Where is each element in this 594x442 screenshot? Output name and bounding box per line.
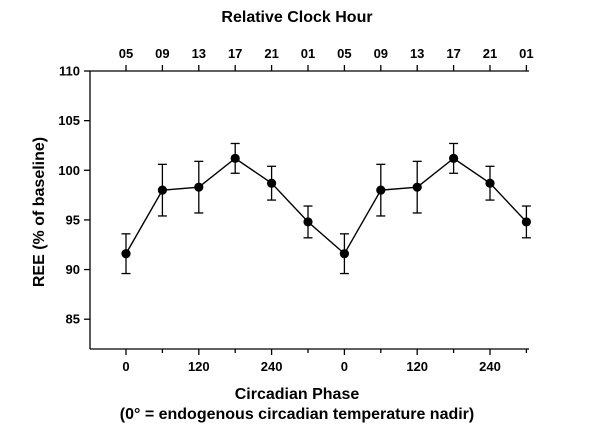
data-point — [121, 249, 131, 259]
x-tick-label: 120 — [188, 359, 210, 374]
data-point — [230, 153, 240, 163]
top-tick-label: 05 — [337, 46, 351, 61]
top-tick-label: 21 — [264, 46, 278, 61]
data-point — [449, 153, 459, 163]
top-tick-label: 13 — [410, 46, 424, 61]
top-tick-label: 13 — [192, 46, 206, 61]
top-axis-title: Relative Clock Hour — [221, 9, 373, 26]
y-tick-label: 85 — [66, 312, 80, 327]
x-tick-label: 120 — [406, 359, 428, 374]
data-point — [267, 178, 277, 188]
top-tick-label: 09 — [374, 46, 388, 61]
data-point — [303, 217, 313, 227]
data-point — [194, 182, 204, 192]
y-tick-label: 110 — [59, 64, 80, 79]
data-point — [157, 185, 167, 195]
top-tick-label: 09 — [155, 46, 169, 61]
y-tick-label: 105 — [58, 113, 80, 128]
data-point — [521, 217, 532, 227]
data-point — [412, 182, 422, 192]
top-tick-label: 17 — [446, 46, 460, 61]
top-tick-label: 01 — [301, 46, 315, 61]
x-tick-label: 0 — [341, 359, 348, 374]
x-tick-label: 240 — [479, 359, 501, 374]
y-tick-label: 90 — [66, 262, 80, 277]
x-tick-label: 240 — [261, 359, 283, 374]
x-axis-title-sub: (0° = endogenous circadian temperature n… — [119, 406, 475, 423]
y-tick-label: 95 — [66, 212, 80, 227]
data-point — [485, 178, 495, 188]
x-axis-title-main: Circadian Phase — [234, 386, 360, 403]
x-tick-label: 0 — [122, 359, 129, 374]
data-point — [376, 185, 386, 195]
top-tick-label: 17 — [228, 46, 242, 61]
x-axis-title: Circadian Phase (0° = endogenous circadi… — [0, 385, 594, 425]
data-point — [339, 249, 349, 259]
top-tick-label: 01 — [519, 46, 533, 61]
top-tick-label: 05 — [119, 46, 133, 61]
y-tick-label: 100 — [58, 163, 80, 178]
top-tick-label: 21 — [483, 46, 497, 61]
series-line — [125, 157, 527, 255]
